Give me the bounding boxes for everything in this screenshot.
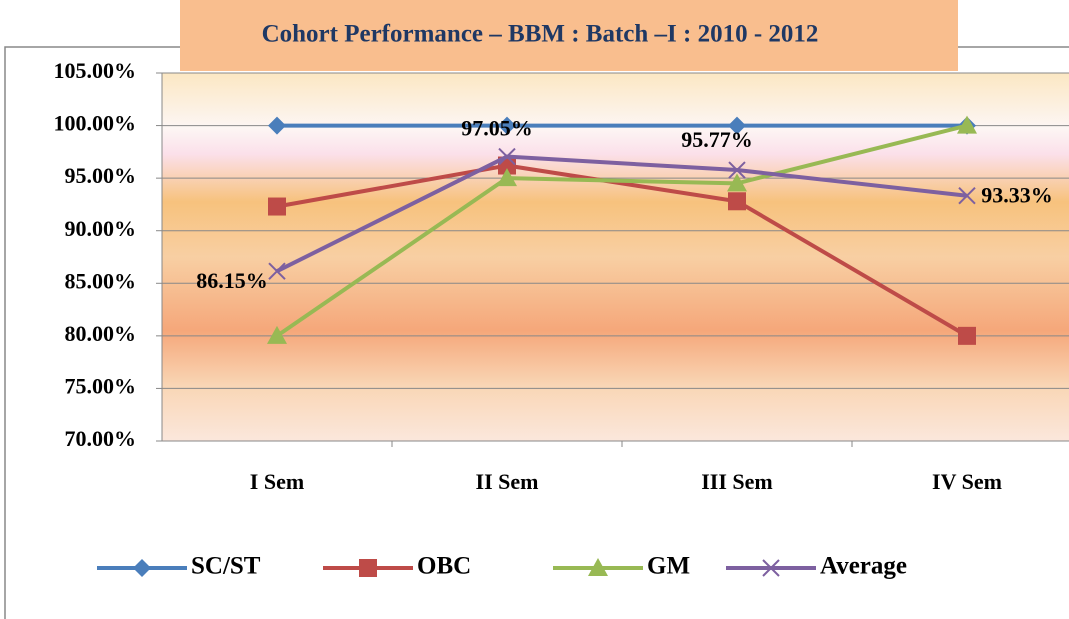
data-label: 95.77% (681, 127, 753, 152)
y-tick-label: 100.00% (54, 111, 137, 136)
y-tick-label: 95.00% (65, 163, 137, 188)
legend-label: GM (647, 553, 690, 580)
data-label: 93.33% (981, 183, 1053, 208)
x-tick-label: I Sem (250, 469, 304, 494)
y-tick-label: 105.00% (54, 58, 137, 83)
marker (728, 161, 746, 179)
marker (728, 116, 746, 135)
y-tick-label: 70.00% (65, 426, 137, 451)
x-tick-label: III Sem (701, 469, 773, 494)
marker (728, 192, 746, 211)
legend-label: Average (820, 553, 907, 580)
marker (958, 186, 976, 205)
chart-title: Cohort Performance – BBM : Batch –I : 20… (262, 21, 819, 48)
marker (957, 115, 977, 134)
legend-label: OBC (417, 553, 471, 580)
title-box (180, 0, 958, 71)
marker (268, 262, 286, 280)
x-tick-label: IV Sem (932, 469, 1002, 494)
marker (133, 559, 151, 577)
series-line (276, 163, 969, 338)
series-line (275, 123, 968, 338)
marker (588, 558, 608, 576)
x-tick-label: II Sem (476, 469, 539, 494)
marker (267, 325, 287, 344)
y-tick-label: 80.00% (65, 321, 137, 346)
marker (727, 173, 747, 192)
y-tick-label: 90.00% (65, 216, 137, 241)
marker (498, 116, 516, 135)
y-tick-label: 75.00% (65, 373, 137, 398)
plot-area (162, 73, 1069, 441)
marker (268, 116, 286, 135)
marker (268, 197, 286, 216)
series-line (276, 154, 968, 273)
marker (497, 168, 517, 187)
marker (498, 147, 516, 166)
marker (762, 559, 780, 577)
data-label: 97.05% (461, 116, 533, 141)
marker (359, 559, 377, 577)
legend-label: SC/ST (191, 553, 261, 580)
data-label: 86.15% (196, 268, 268, 293)
marker (958, 326, 976, 345)
y-tick-label: 85.00% (65, 268, 137, 293)
